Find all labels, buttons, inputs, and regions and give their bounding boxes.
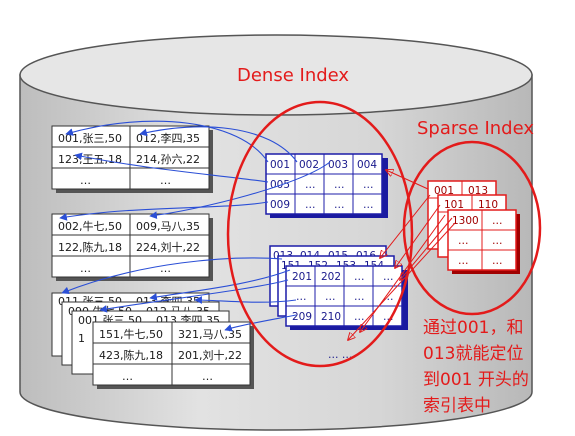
dense-index-table-1: 001 002 003 004 005 … … … 009 … … … xyxy=(265,153,388,218)
index-cell: 001 xyxy=(434,185,454,197)
dense-pointer-arrows xyxy=(59,120,331,332)
index-cell: … xyxy=(305,179,316,191)
index-cell: … xyxy=(354,311,365,323)
index-cell: 202 xyxy=(321,271,341,283)
index-cell: … xyxy=(383,271,394,283)
table-cell: 151,牛七,50 xyxy=(99,327,163,341)
table-cell: 1 xyxy=(78,332,85,345)
note-line: 通过001，和 xyxy=(423,318,523,338)
index-cell: … xyxy=(458,255,469,267)
sparse-pointer-arrows xyxy=(348,170,456,340)
table-cell: 009,马八,35 xyxy=(136,220,200,233)
index-cell: … xyxy=(492,255,503,267)
index-cell: 009 xyxy=(270,199,290,211)
dense-index-label: Dense Index xyxy=(237,65,349,86)
table-cell: … xyxy=(160,174,171,187)
ellipsis-label: … … xyxy=(328,349,352,361)
index-cell: 003 xyxy=(328,159,348,171)
table-cell: 001,张三,50 xyxy=(58,132,122,145)
data-table-1: 001,张三,50 012,李四,35 123,王五,18 214,孙六,22 … xyxy=(51,125,213,193)
index-cell: 013 xyxy=(468,185,488,197)
index-cell: … xyxy=(325,291,336,303)
table-cell: … xyxy=(122,370,133,383)
sparse-index-ellipse xyxy=(402,140,542,316)
note-line: 013就能定位 xyxy=(423,344,523,364)
data-table-2: 002,牛七,50 009,马八,35 122,陈九,18 224,刘十,22 … xyxy=(51,213,213,281)
table-cell: 002,牛七,50 xyxy=(58,219,122,233)
index-cell: … xyxy=(363,199,374,211)
table-cell: 123,王五,18 xyxy=(58,153,122,166)
index-cell: … xyxy=(492,215,503,227)
index-cell: 210 xyxy=(321,311,341,323)
index-cell: 002 xyxy=(299,159,319,171)
table-cell: 012,李四,35 xyxy=(136,131,200,145)
index-cell: 004 xyxy=(357,159,377,171)
table-cell: 423,陈九,18 xyxy=(99,348,163,362)
table-cell: 201,刘十,22 xyxy=(178,348,242,362)
table-cell: … xyxy=(80,262,91,275)
index-cell: … xyxy=(305,199,316,211)
sparse-index-label: Sparse Index xyxy=(417,118,534,139)
index-cell: … xyxy=(334,179,345,191)
index-cell: … xyxy=(354,291,365,303)
note-line: 到001 开头的 xyxy=(423,370,529,390)
table-cell: 321,马八,35 xyxy=(178,328,242,341)
index-cell: 001 xyxy=(270,159,290,171)
index-cell: … xyxy=(383,291,394,303)
table-cell: 122,陈九,18 xyxy=(58,240,122,254)
explanation-note: 通过001，和 013就能定位 到001 开头的 索引表中 xyxy=(423,318,529,416)
sparse-index-stack: 001 013 101 110 1300 … … … … … xyxy=(427,180,520,274)
index-cell: … xyxy=(458,235,469,247)
table-cell: 224,刘十,22 xyxy=(136,240,200,254)
index-cell: … xyxy=(492,235,503,247)
index-cell: … xyxy=(296,291,307,303)
data-table-stack-3: 011,张三,50 013,李四,35 090,牛七,50 012,马八,35 … xyxy=(51,292,254,389)
dense-index-ellipse xyxy=(226,100,414,368)
index-cell: … xyxy=(383,311,394,323)
table-cell: … xyxy=(202,370,213,383)
table-cell: … xyxy=(80,174,91,187)
index-cell: 101 xyxy=(444,199,464,211)
index-cell: 110 xyxy=(478,199,498,211)
index-cell: 209 xyxy=(292,311,312,323)
table-cell: 214,孙六,22 xyxy=(136,153,200,166)
table-cell: … xyxy=(160,262,171,275)
dense-index-stack-2: 013 014 015 016 151 152 153 154 201 202 … xyxy=(269,245,408,361)
index-cell: … xyxy=(363,179,374,191)
index-cell: 201 xyxy=(292,271,312,283)
index-cell: … xyxy=(334,199,345,211)
index-cell: 1300 xyxy=(452,215,479,227)
index-cell: … xyxy=(354,271,365,283)
note-line: 索引表中 xyxy=(423,396,491,416)
